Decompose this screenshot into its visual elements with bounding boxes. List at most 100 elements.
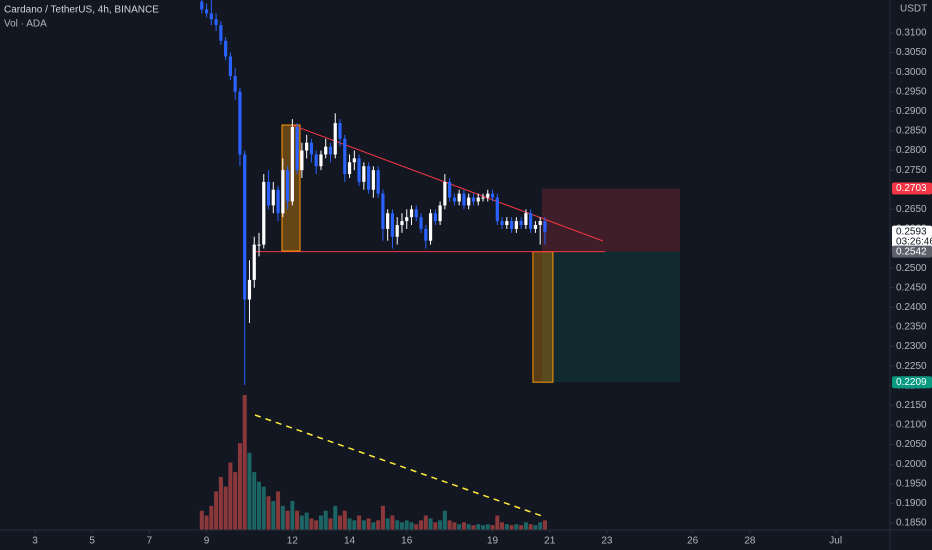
x-tick-label: 5 <box>89 536 95 547</box>
volume-bar <box>218 476 223 530</box>
volume-bar <box>357 515 362 530</box>
candle-body <box>243 154 247 300</box>
volume-bar <box>214 491 219 530</box>
candle-body <box>471 197 476 202</box>
volume-bar <box>228 462 233 530</box>
volume-bar <box>261 486 266 530</box>
y-tick-label: 0.2100 <box>896 420 927 431</box>
volume-bar <box>333 505 338 530</box>
volume-bar <box>280 505 285 530</box>
candle-body <box>362 166 366 182</box>
candle-body <box>305 142 309 151</box>
volume-bar <box>390 515 395 530</box>
price-label: 0.2703 <box>896 183 927 194</box>
volume-bar <box>338 515 343 530</box>
candle-body <box>200 1 204 10</box>
volume-bar <box>285 510 290 530</box>
candle-body <box>467 197 471 206</box>
y-tick-label: 0.1950 <box>896 478 927 489</box>
countdown-label: 03:26:46 <box>896 236 932 247</box>
volume-bar <box>371 522 376 530</box>
price-label: 0.2593 <box>896 226 927 237</box>
x-tick-label: 21 <box>544 536 556 547</box>
candle-body <box>390 213 395 237</box>
candle-body <box>533 225 538 229</box>
candle-body <box>495 197 499 222</box>
volume-bar <box>223 486 228 530</box>
y-tick-label: 0.1900 <box>896 498 927 509</box>
volume-bar <box>290 501 295 530</box>
x-tick-label: 12 <box>287 536 299 547</box>
candle-body <box>448 181 452 198</box>
candle-body <box>476 197 480 202</box>
volume-bar <box>461 522 466 530</box>
candle-body <box>343 138 347 175</box>
volume-bar <box>242 395 247 530</box>
y-tick-label: 0.2800 <box>896 145 927 156</box>
candle-body <box>371 170 375 190</box>
candle-body <box>505 221 509 226</box>
candle-body <box>529 213 533 229</box>
volume-bar <box>361 520 366 530</box>
volume-bar <box>366 518 371 530</box>
candle-body <box>524 213 528 226</box>
candle-body <box>328 146 333 155</box>
volume-bar <box>328 518 333 530</box>
volume-bar <box>533 525 538 530</box>
y-tick-label: 0.2750 <box>896 165 927 176</box>
volume-bar <box>419 520 424 530</box>
volume-bar <box>466 524 471 530</box>
volume-bar <box>538 522 543 530</box>
candle-body <box>257 244 261 246</box>
volume-bar <box>271 501 276 530</box>
volume-bar <box>380 505 385 530</box>
candle-body <box>438 205 442 222</box>
candle-body <box>204 9 209 14</box>
volume-bar <box>237 443 242 530</box>
candle-body <box>285 170 290 202</box>
x-tick-label: 7 <box>147 536 153 547</box>
y-tick-label: 0.2850 <box>896 126 927 137</box>
x-tick-label: 26 <box>687 536 699 547</box>
candle-body <box>295 127 299 171</box>
y-tick-label: 0.2250 <box>896 361 927 372</box>
y-tick-label: 0.3100 <box>896 28 927 39</box>
candle-body <box>319 154 323 167</box>
candle-body <box>309 142 314 155</box>
candle-body <box>443 181 447 206</box>
volume-bar <box>452 522 457 530</box>
volume-bar <box>414 524 419 530</box>
volume-bar <box>409 522 414 530</box>
candle-body <box>514 221 518 229</box>
candle-body <box>224 40 228 57</box>
candle-body <box>252 244 256 280</box>
candle-body <box>538 221 542 226</box>
volume-bar <box>514 524 519 530</box>
target-box <box>532 251 554 383</box>
candle-body <box>428 213 433 241</box>
stop-zone <box>541 188 680 252</box>
candle-body <box>357 158 361 182</box>
volume-bar <box>352 520 357 530</box>
volume-bar <box>485 524 490 530</box>
candle-body <box>481 197 485 199</box>
price-label: 0.2542 <box>896 246 927 257</box>
volume-bar <box>471 525 476 530</box>
volume-bar <box>256 481 261 530</box>
candle-body <box>262 181 266 245</box>
volume-trend-line <box>254 414 546 518</box>
candle-body <box>419 217 423 229</box>
volume-bar <box>528 524 533 530</box>
candle-body <box>281 170 285 214</box>
volume-bar <box>304 512 309 530</box>
candle-body <box>543 221 547 232</box>
volume-bar <box>399 522 404 530</box>
volume-bar <box>347 518 352 530</box>
volume-bar <box>490 525 495 530</box>
candle-body <box>405 217 409 222</box>
candle-body <box>433 213 437 222</box>
volume-pane <box>199 395 547 530</box>
volume-bar <box>376 520 381 530</box>
